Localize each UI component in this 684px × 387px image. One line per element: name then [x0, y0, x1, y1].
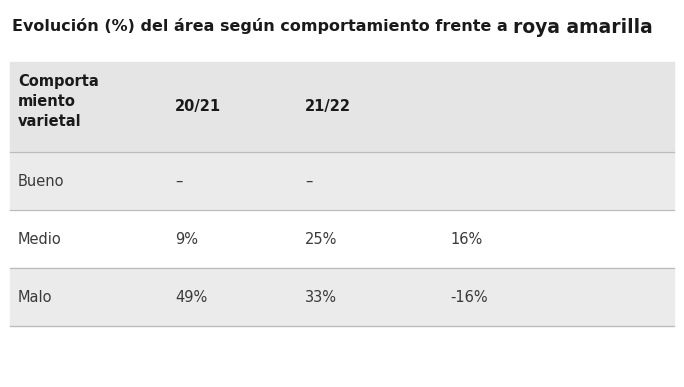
Text: 16%: 16% — [450, 231, 482, 247]
Text: Malo: Malo — [18, 289, 53, 305]
Text: –: – — [305, 173, 313, 188]
Text: Medio: Medio — [18, 231, 62, 247]
Text: 20/21: 20/21 — [175, 99, 221, 115]
Text: Comporta
miento
varietal: Comporta miento varietal — [18, 74, 98, 128]
Text: 9%: 9% — [175, 231, 198, 247]
Bar — [10, 152, 674, 210]
Text: Evolución (%) del área según comportamiento frente a: Evolución (%) del área según comportamie… — [12, 18, 514, 34]
Text: Bueno: Bueno — [18, 173, 64, 188]
Bar — [10, 210, 674, 268]
Text: -16%: -16% — [450, 289, 488, 305]
Text: 33%: 33% — [305, 289, 337, 305]
Text: 25%: 25% — [305, 231, 337, 247]
Bar — [10, 268, 674, 326]
Text: 49%: 49% — [175, 289, 207, 305]
Text: roya amarilla: roya amarilla — [514, 18, 653, 37]
Bar — [10, 62, 674, 152]
Text: 21/22: 21/22 — [305, 99, 351, 115]
Text: –: – — [175, 173, 183, 188]
